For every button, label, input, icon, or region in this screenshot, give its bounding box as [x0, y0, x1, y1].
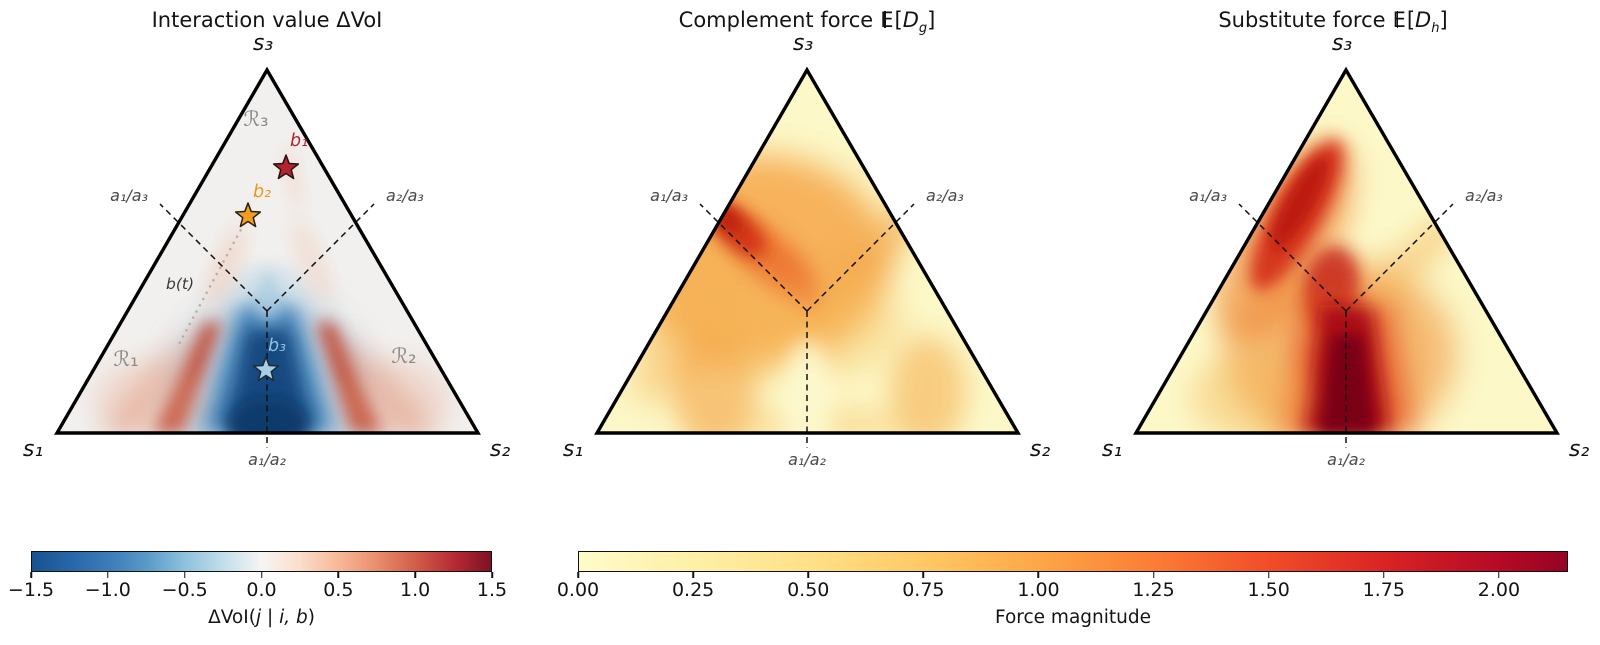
colorbar-tick-label: 1.25	[1132, 579, 1175, 601]
boundary-label-a1-a3: a₁/a₃	[650, 186, 688, 205]
variable-subscript: h	[1431, 21, 1440, 37]
boundary-label-a1-a2: a₁/a₂	[788, 450, 826, 469]
colorbar-tick	[1037, 572, 1040, 578]
colorbar-tick	[807, 572, 809, 578]
bracket-open: [	[894, 8, 903, 32]
marker-label-b2: b₂	[253, 182, 271, 202]
variable-subscript: g	[918, 21, 928, 37]
colorbar-label-args: j | i, b	[255, 607, 308, 628]
colorbar-tick	[1383, 572, 1385, 578]
colorbar-tick-label: 0.25	[671, 579, 715, 601]
colorbar-tick	[30, 572, 32, 578]
boundary-label-a2-a3: a₂/a₃	[386, 186, 424, 205]
bracket-open: [	[1406, 8, 1416, 32]
panel-3-ternary-plot: s₃ s₁ s₂ a₁/a₃ a₂/a₃ a₁/a₂	[1102, 31, 1589, 469]
panel-1-title-text: Interaction value ΔVoI	[151, 8, 383, 32]
vertex-label-s2: s₂	[1569, 437, 1589, 462]
boundary-label-a1-a3: a₁/a₃	[1189, 186, 1227, 205]
panel-1-title: Interaction value ΔVoI	[0, 8, 534, 32]
colorbar-tick	[414, 572, 416, 578]
panel-2-triangle-outline	[594, 66, 1021, 435]
panel-2-title-prefix: Complement force	[678, 8, 874, 32]
vertex-label-s2: s₂	[490, 437, 510, 462]
region-label-r2: ℛ₂	[391, 344, 416, 368]
colorbar-axis-label: Force magnitude	[578, 607, 1568, 628]
expectation-symbol: E	[880, 8, 894, 32]
colorbar-tick	[491, 572, 493, 578]
marker-label-b1: b₁	[290, 131, 308, 151]
region-label-r3: ℛ₃	[243, 107, 268, 131]
bracket-close: ]	[927, 8, 936, 32]
variable-D: D	[902, 8, 919, 32]
colorbar-tick	[107, 572, 109, 578]
colorbar-tick	[1267, 572, 1270, 578]
ternary-plots-canvas: s₃ s₁ s₂ a₁/a₃ a₂/a₃ a₁/a₂ ℛ₁ ℛ₂ ℛ₃ b₁ b…	[23, 31, 1589, 469]
vertex-label-s1: s₁	[1102, 437, 1122, 462]
colorbar-tick	[577, 572, 579, 578]
colorbar-tick-label: −1.0	[84, 579, 131, 601]
colorbar-tick	[183, 572, 186, 578]
colorbar-label-text: Force magnitude	[994, 607, 1151, 628]
colorbar-tick	[1498, 572, 1500, 578]
colorbar-delta-voi: −1.5 −1.0 −0.5 0.0 0.5 1.0 1.5 ΔVoI(j | …	[8, 551, 507, 628]
variable-D: D	[1415, 8, 1432, 32]
expectation-symbol: E	[1392, 8, 1406, 32]
panel-3-heatmap	[1136, 70, 1557, 433]
panel-1-ternary-plot: s₃ s₁ s₂ a₁/a₃ a₂/a₃ a₁/a₂ ℛ₁ ℛ₂ ℛ₃ b₁ b…	[23, 31, 510, 469]
colorbar-label-pre: ΔVoI(	[208, 607, 256, 628]
colorbar-tick-label: 1.00	[1017, 579, 1060, 601]
colorbar-tick-label: −0.5	[161, 579, 208, 601]
vertex-label-s3: s₃	[793, 31, 813, 56]
bracket-close: ]	[1439, 8, 1448, 32]
vertex-label-s1: s₁	[23, 437, 43, 462]
vertex-label-s3: s₃	[253, 31, 273, 56]
panel-3-title: Substitute force E[Dh]	[1066, 8, 1600, 36]
panel-2-heatmap	[597, 70, 1018, 433]
colorbar-tick	[337, 572, 340, 578]
colorbar-tick-label: −1.5	[7, 579, 55, 601]
colorbar-axis-label: ΔVoI(j | i, b)	[31, 607, 492, 628]
boundary-label-a1-a2: a₁/a₂	[1327, 450, 1365, 469]
colorbar-force-magnitude: 0.00 0.25 0.50 0.75 1.00 1.25 1.50 1.75 …	[557, 551, 1568, 628]
colorbar-tick-label: 1.0	[400, 579, 431, 601]
colorbar-tick	[692, 572, 694, 578]
colorbar-tick	[1152, 572, 1155, 578]
colorbar-tick-label: 2.00	[1477, 579, 1521, 601]
panel-1-triangle-outline	[54, 66, 481, 435]
colorbar-tick-label: 1.50	[1247, 579, 1290, 601]
panel-2-ternary-plot: s₃ s₁ s₂ a₁/a₃ a₂/a₃ a₁/a₂	[563, 31, 1050, 469]
colorbar-gradient-bar	[578, 551, 1568, 572]
boundary-label-a1-a3: a₁/a₃	[110, 186, 148, 205]
boundary-label-a2-a3: a₂/a₃	[926, 186, 964, 205]
vertex-label-s2: s₂	[1030, 437, 1050, 462]
colorbar-tick-label: 0.50	[787, 579, 830, 601]
colorbar-tick-label: 0.5	[323, 579, 354, 601]
colorbar-tick-label: 0.00	[556, 579, 600, 601]
trajectory-label-bt: b(t)	[166, 275, 194, 293]
colorbar-label-post: )	[307, 607, 315, 628]
boundary-label-a2-a3: a₂/a₃	[1465, 186, 1503, 205]
colorbar-tick	[922, 572, 925, 578]
colorbar-gradient-bar	[31, 551, 492, 572]
boundary-label-a1-a2: a₁/a₂	[248, 450, 286, 469]
vertex-label-s3: s₃	[1332, 31, 1352, 56]
colorbar-tick-label: 0.75	[902, 579, 945, 601]
vertex-label-s1: s₁	[563, 437, 583, 462]
panel-3-triangle-outline	[1133, 66, 1560, 435]
colorbar-tick-label: 0.0	[246, 579, 277, 601]
colorbar-tick	[260, 572, 263, 578]
panel-2-title: Complement force E[Dg]	[540, 8, 1074, 36]
colorbar-tick-label: 1.5	[476, 579, 508, 601]
belief-trajectory-dotted-path	[176, 222, 246, 348]
panel-3-title-prefix: Substitute force	[1218, 8, 1386, 32]
region-label-r1: ℛ₁	[113, 347, 138, 371]
marker-label-b3: b₃	[268, 336, 286, 356]
colorbar-tick-label: 1.75	[1362, 579, 1405, 601]
